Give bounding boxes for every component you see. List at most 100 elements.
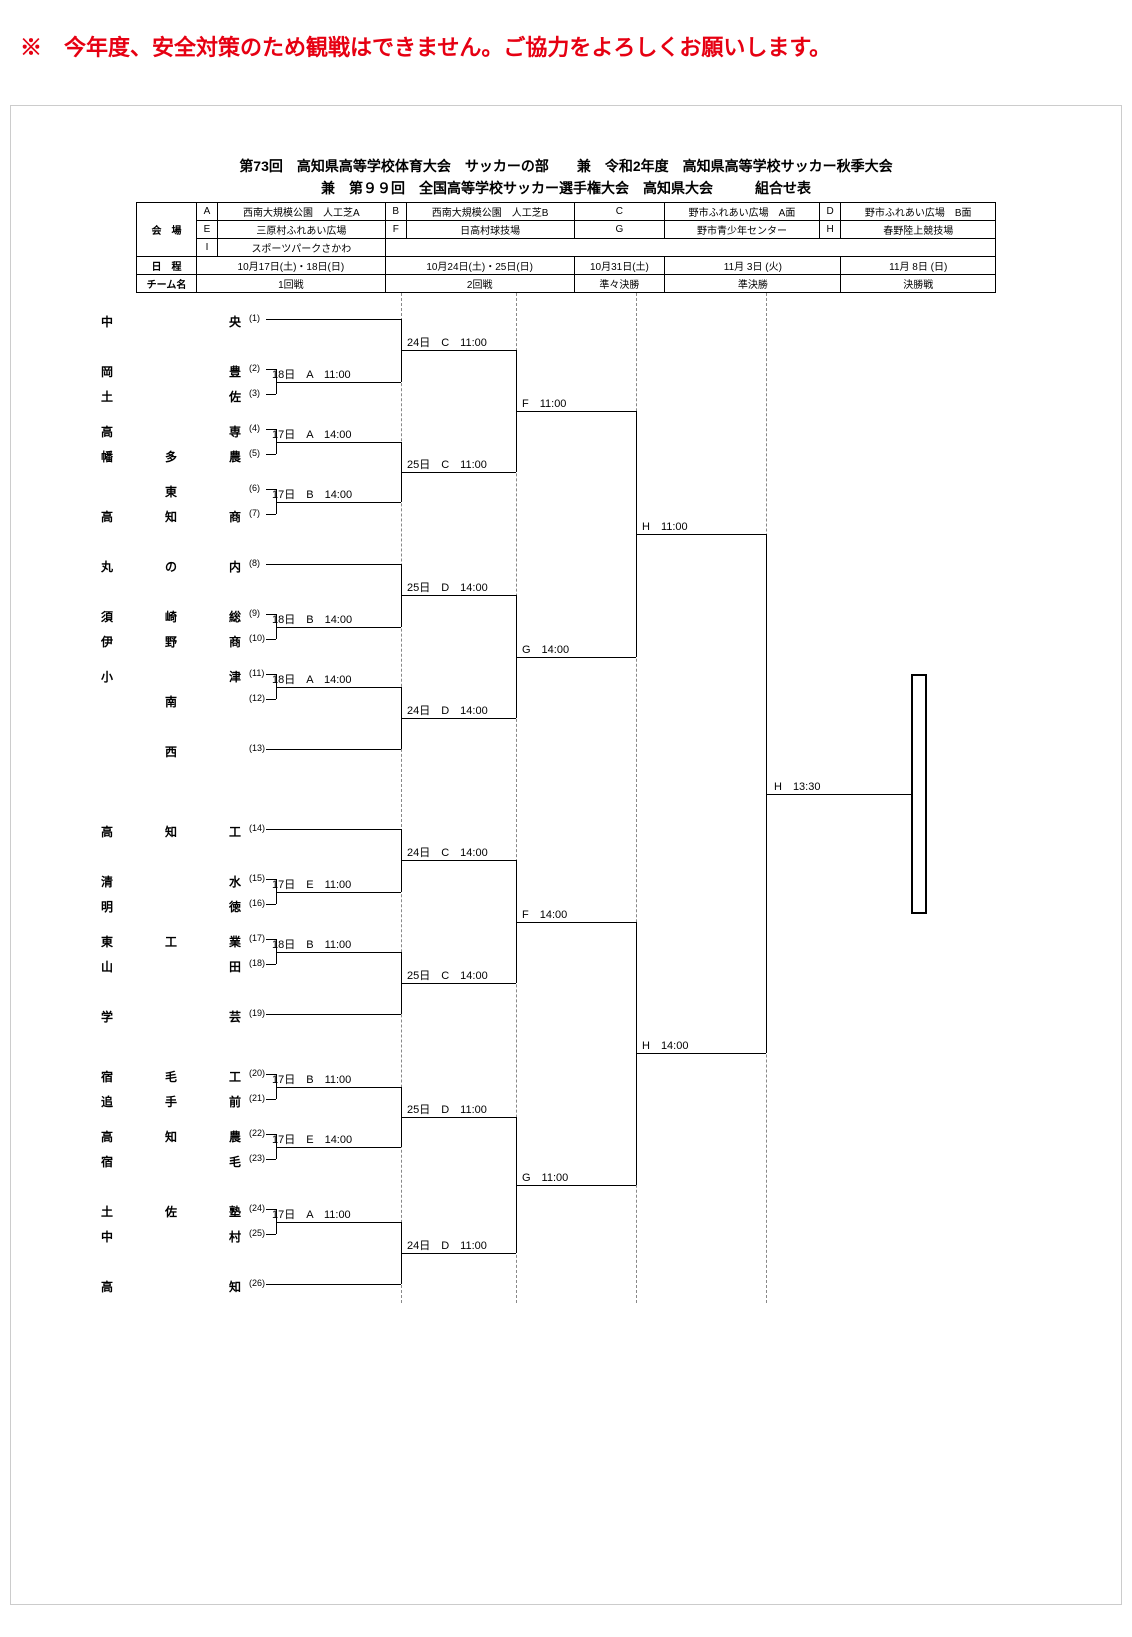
team-name: 高知工 [101,823,241,840]
match-label: 18日 B 14:00 [272,611,352,627]
seed-number: (15) [249,873,265,883]
team-name: 宿毛 [101,1153,241,1170]
vk-A: A [197,203,218,221]
team-name: 追手前 [101,1093,241,1110]
match-label: G 14:00 [522,641,569,657]
seed-number: (3) [249,388,260,398]
team-name: 中村 [101,1228,241,1245]
doc-title-2: 兼 第９９回 全国高等学校サッカー選手権大会 高知県大会 組合せ表 [41,178,1091,198]
vv-H: 春野陸上競技場 [841,221,996,239]
vk-I: I [197,239,218,257]
match-label: 24日 C 11:00 [407,334,487,350]
seed-number: (26) [249,1278,265,1288]
doc-title-1: 第73回 高知県高等学校体育大会 サッカーの部 兼 令和2年度 高知県高等学校サ… [41,156,1091,176]
team-name: 土佐 [101,388,241,405]
match-label: 25日 C 14:00 [407,967,488,983]
match-label: F 11:00 [522,395,566,411]
team-col-label: チーム名 [137,275,197,293]
team-name: 高知商 [101,508,241,525]
match-label: 25日 D 14:00 [407,579,488,595]
seed-number: (12) [249,693,265,703]
match-label: 17日 A 14:00 [272,426,352,442]
round-4: 決勝戦 [841,275,996,293]
team-name: 中央 [101,313,241,330]
header-table: 会 場 A西南大規模公園 人工芝A B西南大規模公園 人工芝B C野市ふれあい広… [136,202,996,293]
seed-number: (9) [249,608,260,618]
seed-number: (10) [249,633,265,643]
team-name: 東工業 [101,933,241,950]
team-name: 須崎総 [101,608,241,625]
vv-I: スポーツパークさかわ [217,239,385,257]
date-0: 10月17日(土)・18日(日) [197,257,386,275]
champion-box [911,674,927,914]
vv-G: 野市青少年センター [665,221,820,239]
seed-number: (14) [249,823,265,833]
round-0: 1回戦 [197,275,386,293]
vv-D: 野市ふれあい広場 B面 [841,203,996,221]
date-2: 10月31日(土) [574,257,665,275]
seed-number: (21) [249,1093,265,1103]
seed-number: (20) [249,1068,265,1078]
vv-B: 西南大規模公園 人工芝B [406,203,574,221]
match-label: 18日 A 14:00 [272,671,352,687]
seed-number: (11) [249,668,264,678]
team-name: 南 [101,693,241,710]
safety-notice: ※ 今年度、安全対策のため観戦はできません。ご協力をよろしくお願いします。 [0,0,1132,85]
match-label: H 11:00 [642,518,688,534]
vk-D: D [819,203,841,221]
date-4: 11月 8日 (日) [841,257,996,275]
team-name: 東 [101,483,241,500]
date-1: 10月24日(土)・25日(日) [385,257,574,275]
seed-number: (5) [249,448,260,458]
venue-label: 会 場 [137,203,197,257]
team-name: 高知農 [101,1128,241,1145]
seed-number: (6) [249,483,260,493]
date-label: 日 程 [137,257,197,275]
team-name: 高専 [101,423,241,440]
vk-G: G [574,221,665,239]
team-name: 岡豊 [101,363,241,380]
vv-E: 三原村ふれあい広場 [217,221,385,239]
seed-number: (23) [249,1153,265,1163]
match-label: 24日 C 14:00 [407,844,488,860]
team-name: 山田 [101,958,241,975]
seed-number: (18) [249,958,265,968]
seed-number: (8) [249,558,260,568]
vk-B: B [385,203,406,221]
team-name: 宿毛工 [101,1068,241,1085]
team-name: 小津 [101,668,241,685]
seed-number: (13) [249,743,265,753]
seed-number: (19) [249,1008,265,1018]
seed-number: (1) [249,313,260,323]
round-2: 準々決勝 [574,275,665,293]
match-label: H 14:00 [642,1037,688,1053]
vk-E: E [197,221,218,239]
match-label: 18日 B 11:00 [272,936,351,952]
vv-F: 日高村球技場 [406,221,574,239]
round-1: 2回戦 [385,275,574,293]
seed-number: (24) [249,1203,265,1213]
match-label: 17日 E 14:00 [272,1131,352,1147]
bracket-document: 第73回 高知県高等学校体育大会 サッカーの部 兼 令和2年度 高知県高等学校サ… [10,105,1122,1605]
seed-number: (17) [249,933,265,943]
vk-C: C [574,203,665,221]
seed-number: (25) [249,1228,265,1238]
team-name: 伊野商 [101,633,241,650]
match-label: 17日 A 11:00 [272,1206,351,1222]
team-name: 土佐塾 [101,1203,241,1220]
match-label: 17日 E 11:00 [272,876,351,892]
match-label: 25日 C 11:00 [407,456,487,472]
team-name: 学芸 [101,1008,241,1025]
seed-number: (16) [249,898,265,908]
seed-number: (4) [249,423,260,433]
match-label: 25日 D 11:00 [407,1101,487,1117]
match-label: 18日 A 11:00 [272,366,351,382]
final-label: H 13:30 [774,778,820,794]
round-3: 準決勝 [665,275,841,293]
vv-C: 野市ふれあい広場 A面 [665,203,820,221]
vk-H: H [819,221,841,239]
venue-empty [385,239,995,257]
bracket-area: 中央(1)岡豊(2)土佐(3)高専(4)幡多農(5)東(6)高知商(7)丸の内(… [101,313,1091,1593]
match-label: 17日 B 14:00 [272,486,352,502]
date-3: 11月 3日 (火) [665,257,841,275]
